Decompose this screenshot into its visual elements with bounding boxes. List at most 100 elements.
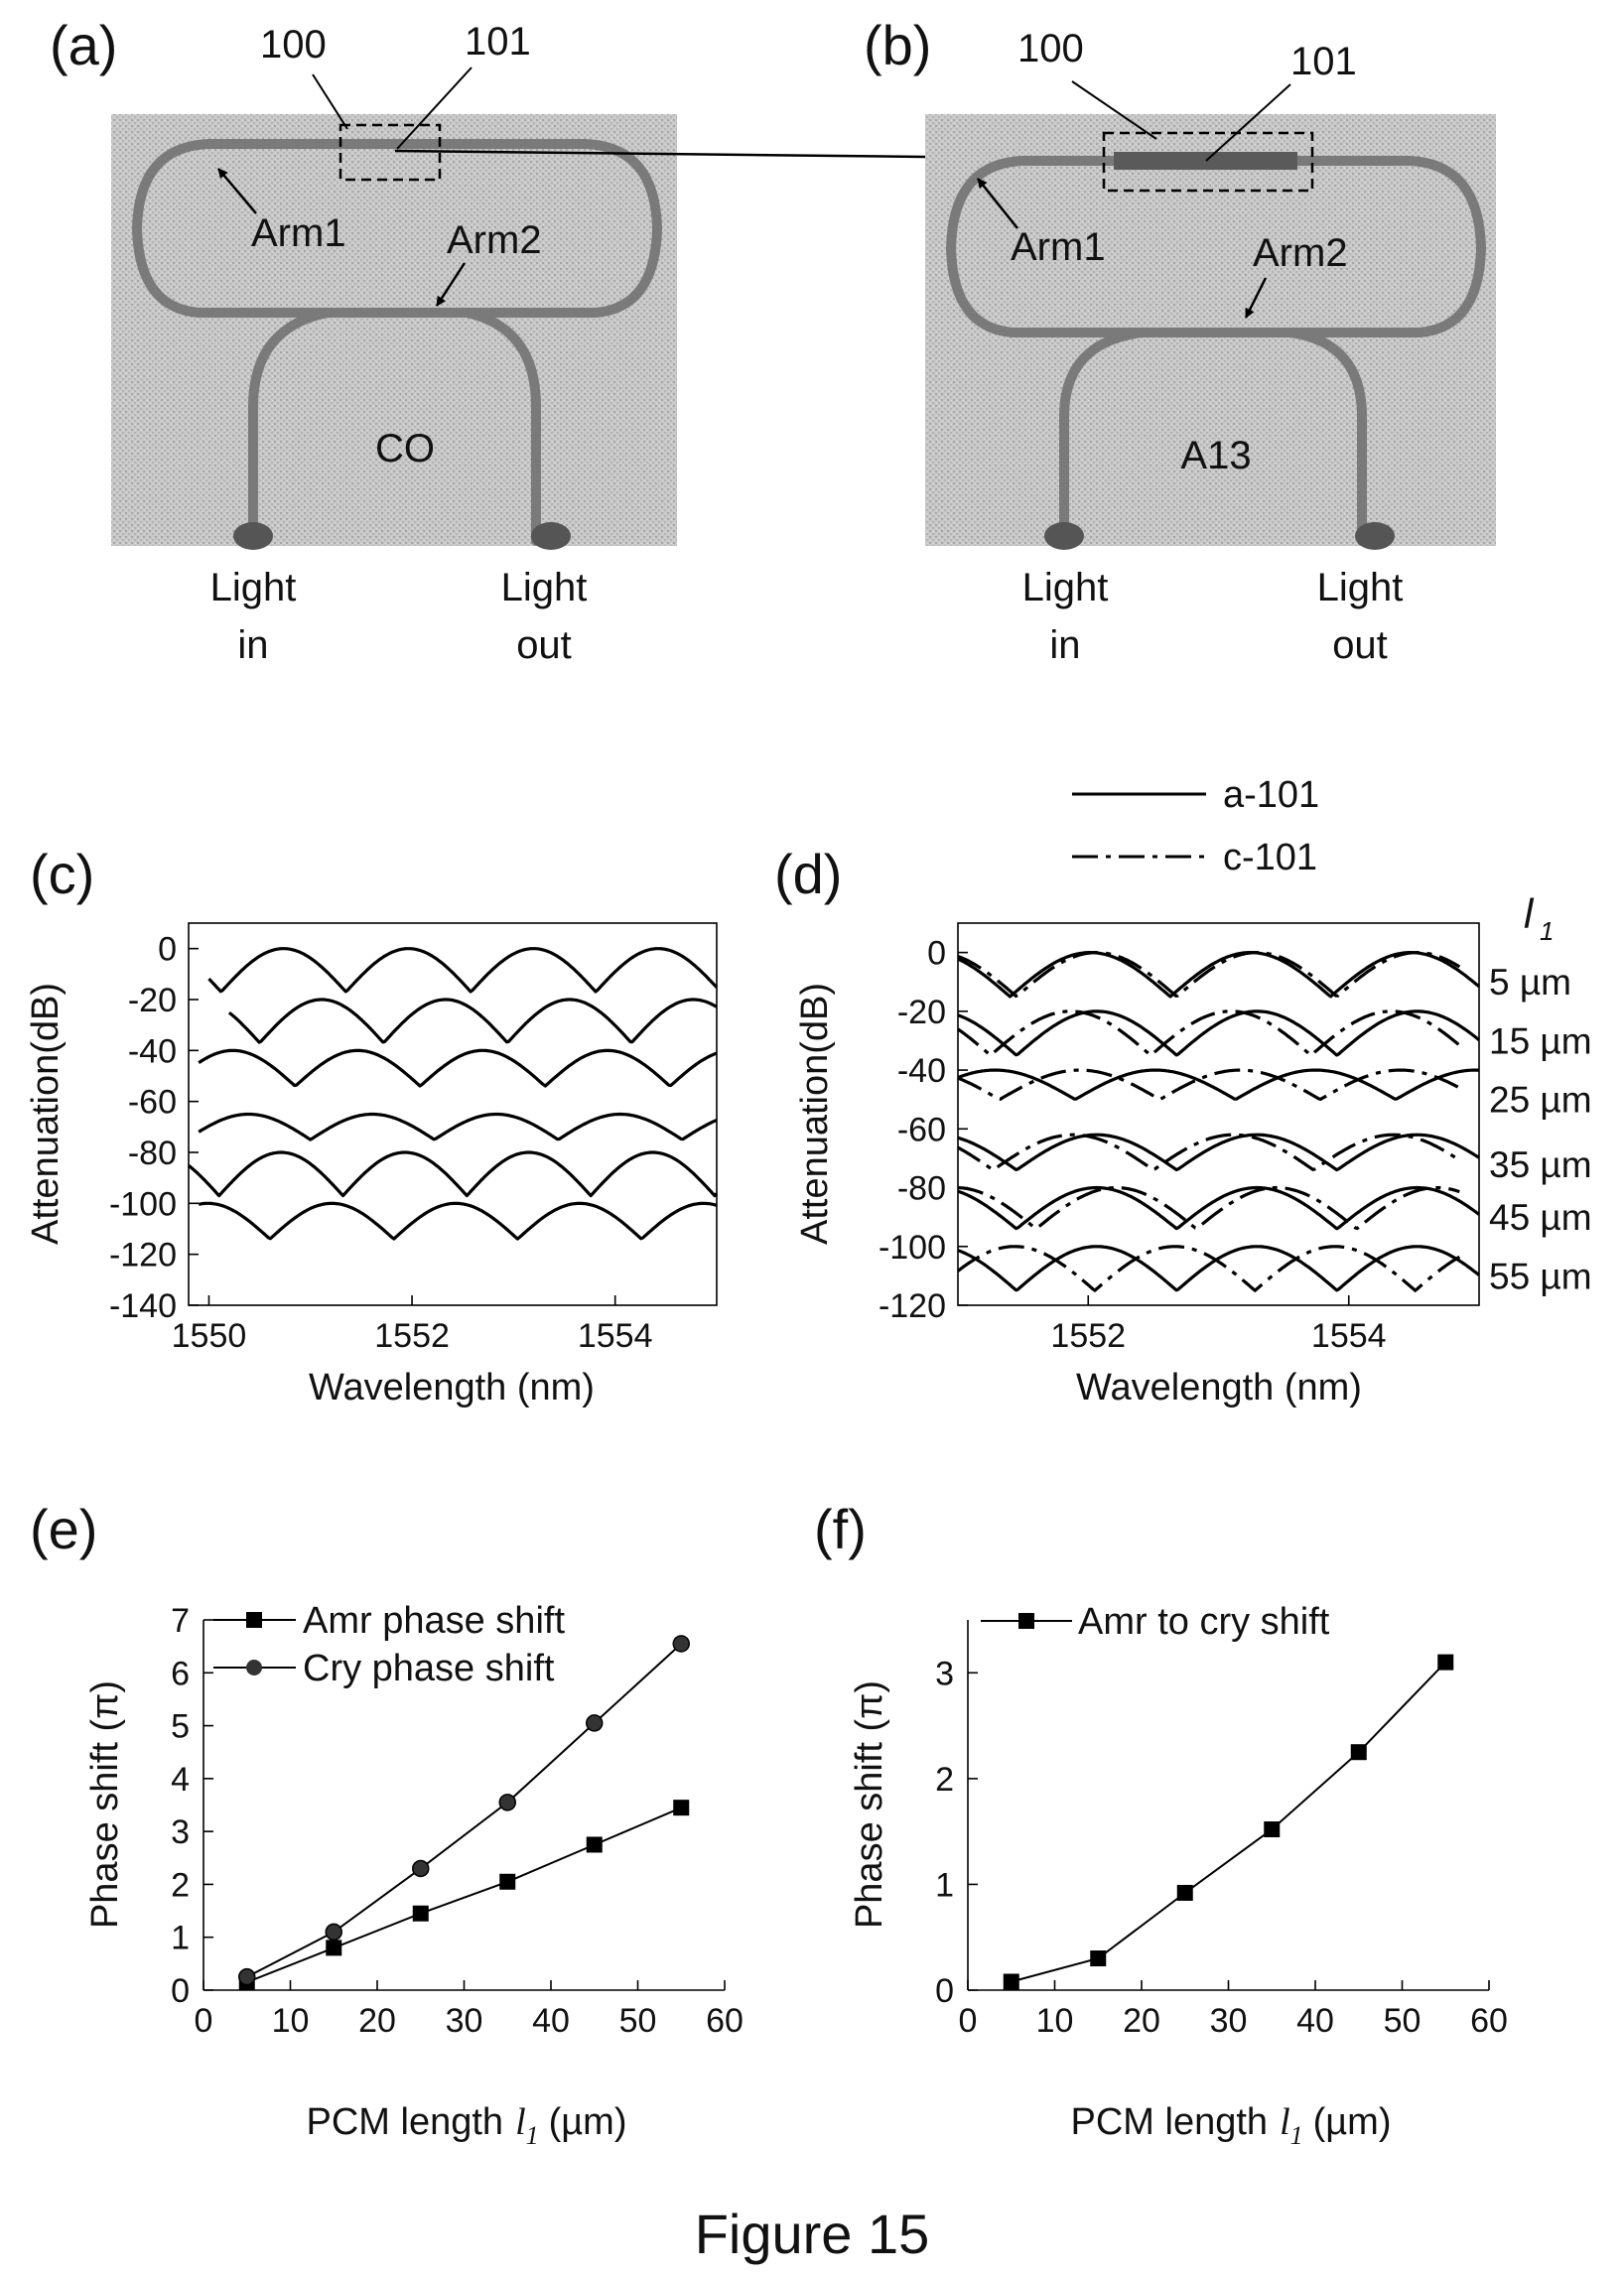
arm2-label-a: Arm2 — [447, 218, 542, 262]
panel-f-label: (f) — [814, 1498, 867, 1560]
xtick-label: 0 — [959, 2002, 978, 2040]
d-row-label: 5 µm — [1489, 962, 1571, 1003]
panel-b: (b) 100 101 Arm1 Arm2 A13 Light in Light… — [864, 14, 1496, 667]
light-out-a-line1: Light — [501, 566, 588, 609]
d-row-label: 35 µm — [1489, 1144, 1592, 1185]
arm1-label-b: Arm1 — [1011, 225, 1106, 269]
data-point-square — [1003, 1973, 1019, 1990]
light-out-b-line2: out — [1332, 623, 1388, 667]
xlabel-f-sub: 1 — [1290, 2121, 1303, 2150]
data-point-circle — [498, 1794, 516, 1811]
callout-101-b: 101 — [1290, 40, 1357, 83]
ytick-label: 3 — [171, 1813, 190, 1851]
d-ytick-label: -100 — [879, 1229, 946, 1267]
row-labels-d: 5 µm 15 µm 25 µm 35 µm 45 µm 55 µm — [1489, 962, 1592, 1296]
series-line-0 — [1011, 1661, 1447, 1983]
data-point-square — [1176, 1884, 1193, 1901]
xtick-label: 50 — [1384, 2002, 1421, 2040]
d-spectrum-a101-5 — [957, 1245, 1480, 1292]
data-point-square — [412, 1905, 429, 1922]
xtick-label: 50 — [619, 2002, 657, 2040]
xlabel-e-unit: (µm) — [549, 2101, 627, 2143]
panel-e: (e) 0 10 20 30 40 50 60 0 1 2 3 4 5 6 7 Amr phase shif… — [30, 1498, 744, 2150]
legend-d-c101: c-101 — [1223, 837, 1317, 878]
legend-e-amr-marker — [246, 1612, 262, 1628]
light-out-a-line2: out — [516, 623, 572, 667]
xtick-label: 40 — [532, 2002, 570, 2040]
c-spectrum-2 — [198, 1048, 718, 1088]
xtick-label: 10 — [272, 2002, 310, 2040]
pcm-region-box-a — [338, 123, 442, 182]
input-taper-a — [233, 522, 273, 550]
ylabel-d: Attenuation(dB) — [794, 983, 836, 1245]
leader-100-b — [1071, 80, 1157, 140]
legend-e-cry: Cry phase shift — [303, 1648, 555, 1689]
d-spectrum-a101-2 — [957, 1068, 1479, 1101]
panel-d-label: (d) — [774, 843, 842, 905]
spectra-d — [957, 951, 1481, 1293]
xtick-label: 20 — [1123, 2002, 1160, 2040]
ytick-label: 1 — [171, 1920, 190, 1957]
arm2-arrow-a — [435, 262, 467, 307]
arm2-label-b: Arm2 — [1253, 231, 1348, 275]
plot-frame-c — [188, 922, 718, 1306]
d-ytick-label: 0 — [927, 935, 946, 973]
xlabel-f: PCM length l1 (µm) — [1071, 2101, 1392, 2150]
data-point-circle — [672, 1635, 690, 1653]
ytick-label: 0 — [935, 1972, 954, 2010]
c-ytick-label: -20 — [128, 982, 177, 1019]
legend-f-marker — [1018, 1613, 1034, 1629]
panel-a: (a) 100 101 Arm1 Arm2 CO Light in Light … — [50, 14, 677, 667]
d-spectrum-c101-1 — [957, 1009, 1461, 1058]
c-spectrum-5 — [198, 1201, 718, 1241]
c-ytick-label: -80 — [128, 1135, 177, 1172]
d-row-label: 45 µm — [1489, 1197, 1592, 1238]
pcm-region-box-b — [1102, 131, 1314, 193]
light-out-b-line1: Light — [1317, 566, 1404, 609]
xlabel-f-text: PCM length — [1071, 2101, 1269, 2143]
plot-frame-d — [957, 922, 1480, 1306]
d-spectrum-c101-5 — [957, 1245, 1461, 1293]
d-xtick-label: 1554 — [1311, 1317, 1387, 1355]
data-point-square — [499, 1873, 516, 1890]
d-row-label: 15 µm — [1489, 1020, 1592, 1061]
leader-101-b — [1205, 83, 1291, 162]
ytick-label: 1 — [935, 1866, 954, 1904]
xlabel-f-var: l — [1280, 2101, 1290, 2143]
legend-d-a101: a-101 — [1223, 774, 1319, 816]
figure-caption: Figure 15 — [695, 2203, 930, 2265]
xlabel-d: Wavelength (nm) — [1076, 1367, 1362, 1408]
d-spectrum-a101-0 — [957, 951, 1481, 999]
c-spectrum-1 — [227, 998, 718, 1044]
ytick-label: 0 — [171, 1972, 190, 2010]
ytick-label: 5 — [171, 1708, 190, 1746]
xtick-label: 60 — [706, 2002, 744, 2040]
ytick-label: 4 — [171, 1761, 190, 1799]
state-label-a13: A13 — [1180, 434, 1251, 477]
c-xtick-label: 1554 — [578, 1317, 653, 1355]
xtick-label: 60 — [1470, 2002, 1508, 2040]
mzi-waveguide-a — [131, 139, 663, 546]
d-ytick-label: -20 — [897, 994, 946, 1031]
light-in-a-line1: Light — [210, 566, 297, 609]
d-xtick-label: 1552 — [1050, 1317, 1126, 1355]
leader-101-a — [396, 67, 473, 150]
c-xtick-label: 1552 — [374, 1317, 450, 1355]
c-ytick-label: -40 — [128, 1032, 177, 1070]
xlabel-e-sub: 1 — [526, 2121, 539, 2150]
ytick-label: 6 — [171, 1655, 190, 1692]
spectra-c — [188, 947, 719, 1241]
pcm-strip-b — [1114, 152, 1297, 170]
ytick-label: 7 — [171, 1602, 190, 1640]
d-spectrum-a101-3 — [957, 1133, 1480, 1172]
d-spectrum-c101-3 — [957, 1133, 1461, 1172]
arm1-label-a: Arm1 — [251, 211, 346, 255]
c-ytick-label: -120 — [109, 1237, 177, 1274]
data-point-square — [673, 1800, 690, 1816]
ytick-label: 2 — [171, 1866, 190, 1904]
ylabel-e: Phase shift (π) — [84, 1680, 126, 1929]
legend-f-label: Amr to cry shift — [1078, 1601, 1330, 1643]
xtick-label: 20 — [358, 2002, 396, 2040]
callout-101-a: 101 — [465, 20, 531, 64]
